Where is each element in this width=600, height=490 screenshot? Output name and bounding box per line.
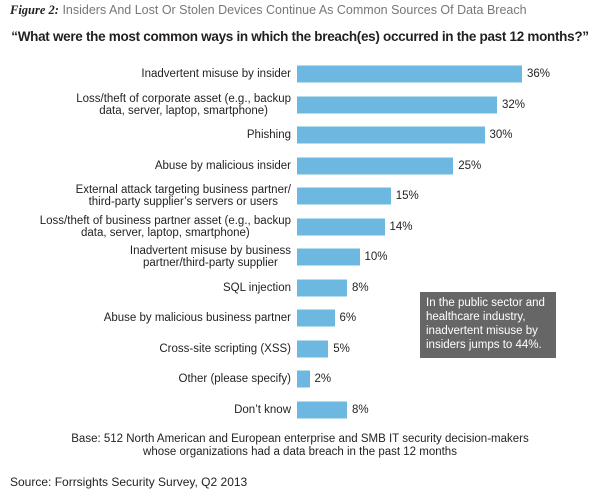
data-label: 5%	[333, 342, 350, 355]
data-label: 6%	[339, 312, 357, 324]
category-label: Inadvertent misuse by business partner/t…	[129, 245, 291, 269]
category-label: Abuse by malicious insider	[154, 159, 291, 172]
category-label: Don’t know	[234, 403, 291, 416]
figure-label: Figure 2:	[10, 3, 59, 17]
base-note: Base: 512 North American and European en…	[71, 433, 529, 458]
bar	[297, 279, 347, 296]
bar	[297, 248, 360, 266]
data-label: 32%	[502, 98, 526, 111]
bar	[297, 187, 391, 205]
category-label: Loss/theft of business partner asset (e.…	[39, 214, 291, 239]
data-label: 30%	[489, 129, 513, 141]
title-text: Insiders And Lost Or Stolen Devices Cont…	[62, 3, 527, 17]
category-label: SQL injection	[223, 281, 291, 294]
data-label: 2%	[314, 373, 332, 385]
category-label: Loss/theft of corporate asset (e.g., bac…	[76, 92, 291, 117]
category-label: External attack targeting business partn…	[75, 184, 291, 208]
bar	[297, 370, 310, 388]
data-label: 14%	[389, 220, 413, 233]
category-label: Inadvertent misuse by insider	[141, 68, 291, 80]
bar	[297, 157, 454, 174]
category-label: Abuse by malicious business partner	[103, 312, 291, 324]
data-label: 25%	[458, 159, 482, 172]
bar	[297, 218, 385, 235]
data-label: 36%	[527, 68, 551, 80]
category-label: Other (please specify)	[178, 373, 292, 385]
chart-title: Figure 2: Insiders And Lost Or Stolen De…	[10, 3, 527, 18]
bar	[297, 309, 335, 327]
bar	[297, 340, 329, 357]
data-label: 8%	[352, 403, 369, 416]
bar	[297, 126, 485, 144]
annotation-callout: In the public sector and healthcare indu…	[420, 292, 556, 358]
bar	[297, 401, 347, 418]
bar	[297, 96, 497, 113]
category-label: Cross-site scripting (XSS)	[159, 342, 291, 355]
chart-subtitle: “What were the most common ways in which…	[11, 29, 589, 44]
category-label: Phishing	[246, 129, 291, 141]
data-label: 8%	[352, 281, 369, 294]
bar	[297, 65, 522, 83]
data-label: 15%	[395, 190, 419, 202]
source-note: Source: Forrsights Security Survey, Q2 2…	[10, 475, 248, 489]
data-label: 10%	[364, 251, 388, 263]
